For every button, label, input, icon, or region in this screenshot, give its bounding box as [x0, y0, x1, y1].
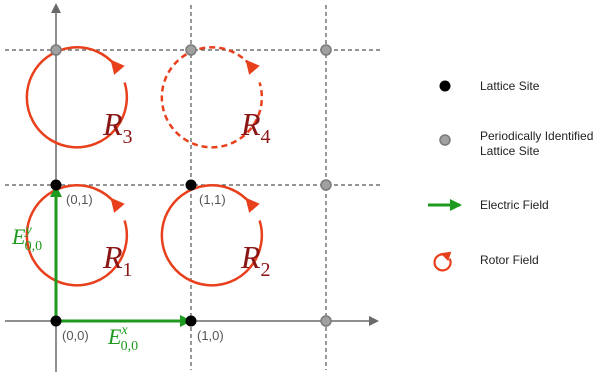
legend-rotor-field-icon [433, 251, 452, 272]
coord-label-01: (0,1) [66, 192, 93, 207]
rotor-r3-arrow [25, 46, 129, 149]
periodic-site-21 [320, 179, 332, 191]
rotor-r4-arrow [160, 46, 264, 149]
periodic-site-20 [320, 315, 332, 327]
coord-label-10: (1,0) [197, 328, 224, 343]
rotor-r2-arrow [160, 184, 264, 287]
electric-field-x-label: Ex 0,0 [107, 323, 138, 354]
rotor-r1-arrow [25, 184, 129, 287]
lattice-site-10 [185, 315, 197, 327]
legend-periodic-site-label: Periodically Identified [480, 129, 593, 143]
legend-lattice-site-label: Lattice Site [480, 79, 540, 93]
periodic-site-22 [320, 44, 332, 56]
periodic-site-12 [185, 44, 197, 56]
legend-periodic-site-icon [439, 134, 451, 146]
lattice-site-00 [50, 315, 62, 327]
coord-label-11: (1,1) [199, 192, 226, 207]
legend-rotor-field-label: Rotor Field [480, 253, 539, 267]
coord-label-00: (0,0) [62, 328, 89, 343]
lattice-site-11 [185, 179, 197, 191]
periodic-sites [50, 44, 332, 327]
electric-field-y-label: Ey 0,0 [11, 223, 42, 254]
legend-periodic-site-label-2: Lattice Site [480, 144, 540, 158]
legend-lattice-site-icon [439, 80, 451, 92]
legend: Lattice Site Periodically Identified Lat… [428, 79, 593, 272]
rotor-label-r2: R2 [240, 239, 271, 281]
rotor-label-r4: R4 [240, 106, 271, 148]
rotor-label-r3: R3 [102, 106, 133, 148]
lattice-site-01 [50, 179, 62, 191]
legend-electric-field-label: Electric Field [480, 198, 549, 212]
periodic-site-02 [50, 44, 62, 56]
rotor-label-r1: R1 [102, 239, 133, 281]
